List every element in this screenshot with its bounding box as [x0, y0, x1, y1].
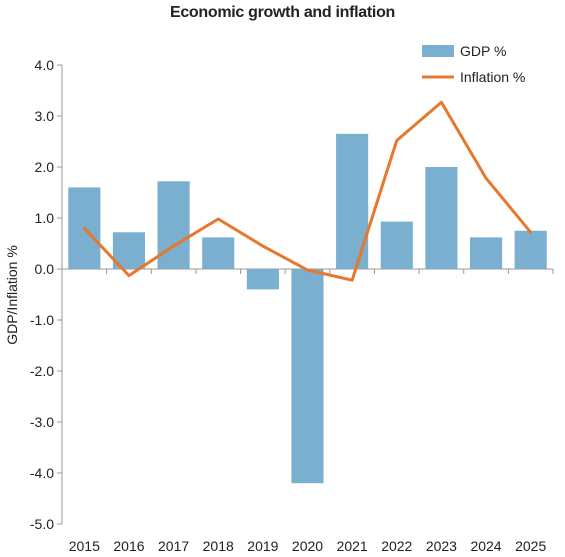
gdp-bar-2017	[157, 181, 190, 269]
y-tick-label: -1.0	[30, 312, 54, 328]
gdp-bar-2018	[202, 237, 235, 269]
gdp-bar-2024	[469, 237, 503, 269]
legend: GDP % Inflation %	[422, 43, 525, 85]
y-tick-label: 3.0	[35, 108, 55, 124]
gdp-bar-2025	[514, 230, 547, 269]
x-tick-label: 2017	[158, 538, 189, 554]
inflation-line	[82, 100, 533, 282]
y-tick-label: -4.0	[30, 465, 54, 481]
y-tick-label: -5.0	[30, 516, 54, 532]
y-tick-label: -2.0	[30, 363, 54, 379]
y-tick-label: 4.0	[35, 57, 55, 73]
legend-gdp-swatch	[422, 45, 454, 57]
legend-gdp-label: GDP %	[460, 43, 506, 59]
x-tick-label: 2023	[426, 538, 457, 554]
y-axis-label: GDP/Inflation %	[4, 245, 20, 345]
x-tick-label: 2018	[203, 538, 234, 554]
gdp-bar-2020	[291, 269, 324, 484]
x-tick-label: 2021	[337, 538, 368, 554]
x-tick-label: 2025	[515, 538, 546, 554]
gdp-bar-2023	[425, 167, 458, 269]
y-tick-label: 0.0	[35, 261, 55, 277]
chart-title: Economic growth and inflation	[169, 4, 396, 21]
inflation-series-line	[82, 100, 533, 282]
x-tick-label: 2022	[381, 538, 412, 554]
x-tick-label: 2024	[470, 538, 501, 554]
x-tick-label: 2015	[69, 538, 100, 554]
gdp-bar-2019	[246, 269, 279, 290]
y-tick-label: -3.0	[30, 414, 54, 430]
legend-inflation-label: Inflation %	[460, 69, 525, 85]
x-tick-label: 2020	[292, 538, 323, 554]
x-tick-label: 2016	[113, 538, 144, 554]
y-tick-label: 2.0	[35, 159, 55, 175]
y-tick-label: 1.0	[35, 210, 55, 226]
gdp-bars	[68, 133, 547, 484]
x-tick-label: 2019	[247, 538, 278, 554]
gdp-bar-2022	[380, 221, 413, 269]
